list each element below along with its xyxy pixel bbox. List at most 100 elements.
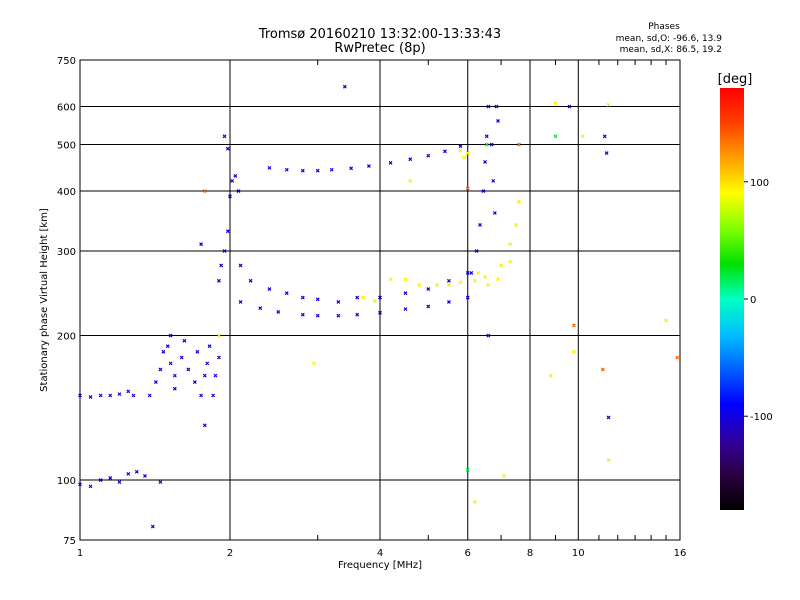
y-tick-label: 750 [57, 56, 76, 67]
data-point [216, 333, 221, 338]
data-point [516, 199, 521, 204]
data-point [465, 186, 470, 191]
data-point [222, 134, 227, 139]
x-tick-label: 6 [465, 548, 471, 559]
data-point [88, 484, 93, 489]
data-point [222, 249, 227, 253]
data-point [78, 482, 82, 487]
data-point [342, 84, 347, 89]
data-point [228, 194, 232, 199]
y-tick-label: 75 [63, 536, 76, 547]
data-point [186, 367, 191, 372]
data-point [213, 373, 218, 378]
grid-lines [80, 60, 680, 540]
data-point [147, 393, 152, 398]
data-point [486, 104, 491, 109]
data-point [388, 277, 393, 282]
y-tick-label: 100 [57, 476, 76, 487]
data-point [88, 394, 93, 399]
data-point [388, 160, 393, 165]
data-point [361, 295, 366, 300]
data-point [108, 393, 113, 398]
data-point [494, 104, 499, 109]
data-point [315, 168, 320, 173]
data-point [202, 373, 207, 378]
data-point [403, 291, 408, 296]
data-point [443, 149, 447, 154]
data-point [78, 393, 82, 398]
data-point [567, 104, 572, 109]
data-point [606, 415, 611, 420]
data-point [225, 146, 230, 151]
data-point [483, 274, 487, 279]
data-point [238, 263, 243, 268]
y-axis-label: Stationary phase Virtual Height [km] [39, 208, 50, 392]
data-point [484, 142, 489, 147]
data-point [446, 278, 451, 283]
data-point [508, 242, 513, 247]
phases-heading: Phases [648, 22, 680, 32]
data-point [161, 349, 166, 354]
data-point [492, 211, 497, 215]
data-point [158, 367, 163, 372]
data-point [205, 361, 210, 366]
data-point [606, 102, 611, 107]
data-point [216, 355, 221, 360]
phases-x-stats: mean, sd,X: 86.5, 19.2 [620, 45, 722, 55]
data-point [172, 386, 177, 391]
data-point [465, 151, 470, 155]
data-point [491, 178, 496, 183]
data-point [284, 291, 289, 296]
x-tick-label: 8 [527, 548, 533, 559]
data-point [434, 282, 439, 287]
data-point [508, 259, 513, 264]
data-point [486, 282, 491, 287]
data-point [179, 355, 184, 360]
data-point [571, 323, 576, 328]
data-point [600, 367, 605, 372]
data-point [571, 349, 576, 354]
data-point [403, 277, 408, 282]
data-point [553, 101, 558, 105]
data-point [230, 178, 235, 183]
data-point [126, 389, 131, 394]
data-point [602, 134, 607, 139]
data-point [553, 134, 558, 139]
colorbar-tick-label: 0 [750, 295, 756, 306]
data-point [98, 478, 103, 482]
data-point [300, 168, 305, 173]
data-point [216, 278, 221, 283]
data-point [165, 344, 170, 349]
data-point [355, 312, 360, 317]
colorbar-ticks: 100 0 -100 [744, 178, 773, 423]
data-point [489, 142, 494, 147]
data-point [458, 148, 463, 153]
data-point [465, 467, 470, 472]
y-tick-label: 200 [57, 332, 76, 343]
x-tick-label: 1 [77, 548, 83, 559]
data-point [158, 480, 163, 485]
data-point [199, 242, 204, 247]
data-point [150, 524, 155, 529]
data-point [446, 282, 451, 287]
data-point [329, 167, 334, 172]
data-point [258, 306, 263, 311]
data-point [378, 295, 382, 300]
data-point [267, 287, 272, 291]
data-point [134, 469, 139, 474]
data-point [126, 471, 131, 476]
data-point [403, 307, 408, 312]
chart-title: Tromsø 20160210 13:32:00-13:33:43 [258, 27, 501, 42]
data-point [664, 318, 668, 323]
data-point [315, 313, 320, 318]
data-point [496, 118, 500, 123]
data-point [153, 380, 158, 384]
data-point [192, 380, 197, 384]
y-tick-label: 300 [57, 247, 76, 258]
data-point [284, 167, 289, 172]
data-point [378, 310, 382, 315]
y-tick-label: 500 [57, 141, 76, 152]
data-point [211, 393, 216, 398]
data-point [408, 157, 413, 162]
data-point [117, 392, 122, 397]
